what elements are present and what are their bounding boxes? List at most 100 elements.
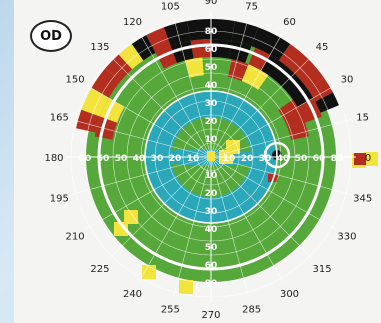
ring-label-h-50-0: 50 bbox=[295, 154, 308, 164]
ring-label-v-80-0: 80 bbox=[205, 27, 218, 37]
ring-label-h-60-1: 60 bbox=[97, 154, 110, 164]
grid-meridian bbox=[138, 156, 212, 283]
meridian-label-30: 30 bbox=[341, 75, 354, 86]
grid-meridian bbox=[85, 84, 212, 158]
meridian-label-165: 165 bbox=[50, 112, 69, 123]
ring-label-h-50-1: 50 bbox=[115, 154, 128, 164]
meridian-label-135: 135 bbox=[90, 42, 109, 53]
grid-meridian bbox=[210, 156, 284, 283]
mild-defect-spot-7 bbox=[226, 140, 240, 154]
meridian-label-105: 105 bbox=[161, 1, 180, 12]
ring-label-h-40-1: 40 bbox=[133, 154, 146, 164]
meridian-label-45: 45 bbox=[316, 42, 329, 53]
grid-meridian bbox=[173, 16, 212, 158]
ring-label-v-20-0: 20 bbox=[205, 117, 218, 127]
defect-cell-outer-14 bbox=[270, 37, 291, 61]
meridian-label-75: 75 bbox=[245, 1, 258, 12]
meridian-label-300: 300 bbox=[280, 289, 299, 300]
ring-label-v-40-0: 40 bbox=[205, 81, 218, 91]
meridian-label-210: 210 bbox=[65, 232, 84, 243]
meridian-label-270: 270 bbox=[201, 310, 220, 321]
ring-label-h-80-0: 80 bbox=[331, 154, 344, 164]
ring-label-h-10-0: 10 bbox=[223, 154, 236, 164]
defect-cell-outer-11 bbox=[131, 35, 156, 61]
defect-cell-outer-3 bbox=[81, 88, 109, 117]
defect-cell-outer-15 bbox=[307, 77, 333, 102]
meridian-label-0: 0 bbox=[365, 153, 371, 164]
grid-meridian bbox=[210, 16, 249, 158]
grid-meridian bbox=[210, 31, 284, 158]
defect-cell-outer-6 bbox=[231, 21, 259, 47]
defect-cell-inner-3 bbox=[278, 99, 305, 129]
fixation-marker bbox=[207, 151, 215, 161]
defect-cell-outer-1 bbox=[105, 54, 133, 82]
ring-label-h-30-1: 30 bbox=[151, 154, 164, 164]
ring-label-h-20-1: 20 bbox=[169, 154, 182, 164]
ring-label-v-50-1: 50 bbox=[205, 243, 218, 253]
mild-defect-spot-5 bbox=[364, 152, 378, 166]
defect-cell-outer-13 bbox=[278, 43, 309, 74]
grid-meridian bbox=[210, 84, 337, 158]
defect-cell-inner-0 bbox=[185, 57, 204, 78]
meridian-label-180: 180 bbox=[44, 153, 63, 164]
defect-cell-outer-7 bbox=[211, 19, 235, 41]
eye-badge: OD bbox=[30, 20, 72, 52]
grid-meridian bbox=[210, 156, 249, 298]
meridian-label-90: 90 bbox=[205, 0, 218, 7]
grid-meridian bbox=[108, 156, 212, 260]
defect-cell-inner-4 bbox=[288, 122, 309, 140]
meridian-label-225: 225 bbox=[90, 264, 109, 275]
mild-defect-spot-0 bbox=[124, 210, 138, 224]
mild-defect-spot-3 bbox=[179, 280, 193, 294]
ring-label-v-10-0: 10 bbox=[205, 135, 218, 145]
moderate-defect-spot bbox=[354, 153, 366, 165]
grid-meridian bbox=[85, 156, 212, 230]
meridian-label-315: 315 bbox=[312, 264, 331, 275]
mild-defect-spot-1 bbox=[114, 222, 128, 236]
defect-cell-outer-9 bbox=[163, 21, 191, 47]
grid-meridian bbox=[70, 119, 212, 158]
ring-label-v-20-1: 20 bbox=[205, 189, 218, 199]
visual-field-plot: 0 15 30 45 60 75 90 105 120 135 150 165 180 195 210 225… bbox=[44, 0, 378, 321]
meridian-label-195: 195 bbox=[50, 194, 69, 205]
ring-label-h-20-0: 20 bbox=[241, 154, 254, 164]
grid-meridian bbox=[173, 156, 212, 298]
meridian-label-255: 255 bbox=[161, 305, 180, 316]
meridian-label-240: 240 bbox=[123, 289, 142, 300]
ring-label-v-40-1: 40 bbox=[205, 225, 218, 235]
ring-label-v-50-0: 50 bbox=[205, 63, 218, 73]
grid-meridian bbox=[108, 54, 212, 158]
ring-label-v-10-1: 10 bbox=[205, 171, 218, 181]
grid-meridian bbox=[210, 156, 337, 230]
grid-meridian bbox=[70, 156, 212, 195]
ring-label-h-40-0: 40 bbox=[277, 154, 290, 164]
ring-label-v-60-0: 60 bbox=[205, 45, 218, 55]
ring-label-h-80-1: 80 bbox=[79, 154, 92, 164]
grid-meridian bbox=[210, 156, 352, 195]
defect-cell-inner-1 bbox=[241, 64, 269, 90]
defect-cell-outer-0 bbox=[118, 43, 144, 70]
defect-cell-outer-5 bbox=[251, 27, 280, 55]
meridian-label-120: 120 bbox=[123, 17, 142, 28]
grid-meridian bbox=[210, 156, 314, 260]
meridian-label-330: 330 bbox=[337, 232, 356, 243]
defect-cell-outer-12 bbox=[294, 59, 325, 90]
grid-meridian bbox=[210, 119, 352, 158]
ring-label-h-60-0: 60 bbox=[313, 154, 326, 164]
visual-field-chart: 0 15 30 45 60 75 90 105 120 135 150 165 180 195 210 225… bbox=[14, 0, 381, 323]
defect-cell-outer-8 bbox=[187, 19, 211, 41]
ring-label-v-30-0: 30 bbox=[205, 99, 218, 109]
grid-meridian bbox=[138, 31, 212, 158]
defect-cell-outer-16 bbox=[315, 92, 339, 113]
meridian-label-285: 285 bbox=[242, 305, 261, 316]
defect-cell-outer-4 bbox=[76, 109, 101, 133]
meridian-label-345: 345 bbox=[353, 194, 372, 205]
ring-label-h-30-0: 30 bbox=[259, 154, 272, 164]
ring-label-v-80-1: 80 bbox=[205, 279, 218, 289]
grid-meridian bbox=[210, 54, 314, 158]
ring-label-v-60-1: 60 bbox=[205, 261, 218, 271]
mild-defect-spot-2 bbox=[142, 265, 156, 279]
defect-cell-outer-10 bbox=[146, 27, 171, 53]
meridian-label-60: 60 bbox=[283, 17, 296, 28]
meridian-label-15: 15 bbox=[356, 112, 369, 123]
